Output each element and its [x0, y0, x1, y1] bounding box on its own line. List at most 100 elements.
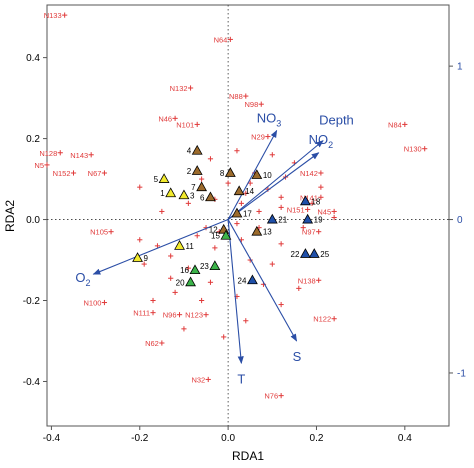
- site-label: 18: [311, 197, 320, 206]
- species-label: N142: [300, 169, 318, 178]
- species-marker: [88, 152, 94, 158]
- species-marker: [57, 150, 63, 156]
- x-axis-title: RDA1: [232, 449, 264, 463]
- species-marker: [70, 170, 77, 176]
- species-label: N128: [39, 149, 57, 158]
- species-marker: [278, 301, 284, 308]
- env-vector-label: NO3: [257, 110, 282, 128]
- site-label: 4: [187, 147, 192, 156]
- site-label: 7: [191, 183, 196, 192]
- species-marker: [309, 200, 315, 206]
- species-label: N96: [163, 311, 177, 320]
- site-label: 25: [320, 250, 329, 259]
- site-label: 14: [245, 187, 254, 196]
- species-label: N45: [317, 207, 331, 216]
- site-triangle: [174, 240, 185, 250]
- x-tick-label: 0.2: [310, 433, 324, 444]
- species-marker: [150, 310, 156, 316]
- species-label: N97: [302, 228, 316, 237]
- x-tick-label: 0.0: [221, 433, 235, 444]
- env-vector-label: Depth: [319, 113, 354, 128]
- site-label: 3: [190, 191, 195, 200]
- site-label: 22: [291, 250, 300, 259]
- site-triangle: [132, 252, 143, 262]
- species-marker: [194, 121, 200, 128]
- species-marker: [194, 233, 200, 239]
- species-label: N122: [313, 315, 331, 324]
- species-label: N46: [158, 114, 172, 123]
- species-marker: [185, 200, 191, 206]
- species-marker: [141, 261, 147, 267]
- site-triangle: [251, 225, 263, 236]
- site-triangle: [224, 167, 236, 177]
- site-label: 16: [180, 266, 189, 275]
- species-marker: [331, 316, 337, 322]
- y-tick-label: 0.4: [26, 53, 40, 64]
- species-label: N141: [300, 193, 318, 202]
- site-triangle: [191, 165, 203, 175]
- site-triangle: [220, 229, 232, 240]
- environmental-vectors: Depth NO3 NO2 O2 T S: [75, 110, 353, 386]
- species-label: N100: [83, 299, 101, 308]
- x-tick-label: -0.4: [43, 433, 61, 444]
- species-label: N5: [34, 161, 44, 170]
- species-marker: [243, 93, 249, 99]
- species-marker: [316, 277, 322, 283]
- species-marker: [331, 208, 337, 215]
- y-tick-label: 0.0: [26, 215, 40, 226]
- species-marker: [316, 229, 322, 235]
- site-label: 23: [200, 262, 209, 271]
- species-marker: [238, 200, 244, 206]
- site-triangle: [231, 207, 243, 218]
- species-marker: [243, 190, 249, 196]
- species-marker: [258, 101, 264, 107]
- species-label: N133: [44, 11, 62, 20]
- species-marker: [278, 204, 284, 211]
- right-tick-label: -1: [457, 368, 466, 379]
- plot-frame: [46, 4, 450, 427]
- site-triangle: [218, 223, 230, 234]
- species-marker: [331, 214, 337, 221]
- site-label: 21: [278, 216, 287, 225]
- env-vector-arrow: [227, 140, 324, 220]
- site-triangle: [185, 276, 197, 287]
- site-triangle: [178, 189, 190, 200]
- zero-lines: [47, 5, 449, 426]
- env-vector-arrow: [227, 219, 244, 365]
- right-axis-ticks: 1 0 -1: [449, 62, 466, 379]
- species-marker: [172, 289, 178, 296]
- species-marker: [205, 376, 211, 383]
- site-label: 10: [263, 171, 272, 180]
- species-marker: [269, 152, 275, 158]
- species-marker: [278, 194, 284, 200]
- species-marker: [181, 326, 187, 332]
- site-label: 11: [186, 242, 195, 251]
- site-triangle: [246, 274, 258, 285]
- species-marker: [265, 133, 271, 140]
- species-label: N130: [404, 145, 422, 154]
- species-label: N32: [191, 375, 205, 384]
- species-marker: [318, 184, 324, 190]
- x-tick-label: 0.4: [398, 433, 412, 444]
- env-vector-arrow: [227, 152, 320, 220]
- site-label: 9: [144, 254, 149, 263]
- species-label: N29: [251, 133, 265, 142]
- site-label: 17: [243, 209, 252, 218]
- site-label: 12: [209, 226, 218, 235]
- species-label: N111: [133, 309, 150, 318]
- species-marker: [101, 299, 108, 306]
- site-triangle: [233, 185, 245, 196]
- species-label: N98: [244, 100, 258, 109]
- species-label: N76: [264, 392, 278, 401]
- species-marker: [199, 297, 205, 304]
- species-marker: [187, 85, 194, 91]
- site-label: 6: [200, 193, 205, 202]
- species-label: N151: [287, 205, 305, 214]
- species-label: N143: [70, 151, 88, 160]
- site-label: 20: [176, 278, 185, 287]
- site-label: 1: [160, 189, 165, 198]
- species-marker: [168, 253, 174, 259]
- site-label: 19: [314, 216, 323, 225]
